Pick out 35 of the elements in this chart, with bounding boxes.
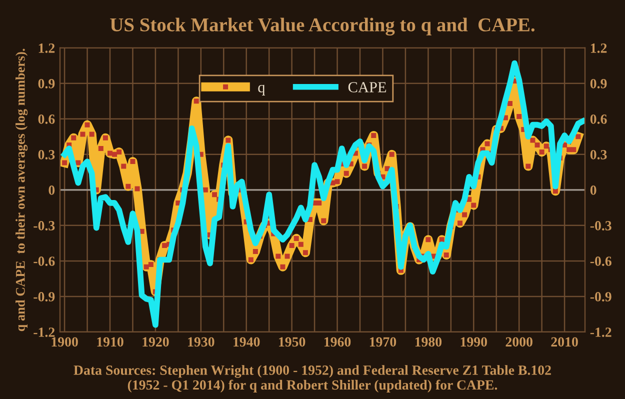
y2-tick-label: -1.2 [590,328,612,337]
y-tick-label: -1.2 [34,328,55,337]
x-tick-label: 1910 [97,337,124,347]
y2-tick-label: -0.3 [590,221,612,230]
x-tick-label: 1920 [142,337,169,347]
x-tick-label: 1930 [188,337,214,347]
y-tick-label: 0.6 [38,114,55,124]
text: Data Sources: Stephen Wright (1900 - 1952) and Federal Reserve Z1 Table B.102 (1952 - Q1 2014) for q and Robert Shiller (updated) for CAPE. [74,365,551,392]
x-tick-label: 1980 [415,337,442,347]
x-tick-label: 1900 [52,337,78,347]
y2-tick-label: -0.6 [590,256,612,266]
y2-tick-label: 0.6 [590,114,607,124]
y2-tick-label: 0.9 [590,78,607,88]
x-tick-label: 1990 [460,337,487,347]
x-tick-label: 2000 [506,337,532,347]
x-tick-label: 2010 [551,337,578,347]
y2-tick-label: 1.2 [590,44,607,53]
x-tick-label: 1940 [234,337,260,347]
y-tick-label: -0.3 [34,221,55,230]
y-tick-label: 0 [48,186,55,195]
y2-tick-label: -0.9 [590,292,612,302]
y2-tick-label: 0 [590,186,596,195]
y-tick-label: -0.9 [34,292,55,302]
y-tick-label: 1.2 [38,44,55,53]
x-tick-label: 1960 [324,337,351,347]
y2-tick-label: 0.3 [590,150,607,160]
legend-label: CAPE [348,82,386,92]
x-tick-label: 1970 [370,337,396,347]
x-tick-label: 1950 [279,337,306,347]
legend-label: q [258,84,265,96]
y-tick-label: -0.6 [34,256,55,266]
chart-title: US Stock Market Value According to q and CAPE. [110,18,534,36]
y-tick-label: 0.3 [38,150,55,160]
y-axis-title: q and CAPE to their own averages (log numbers). [16,48,28,332]
y-tick-label: 0.9 [38,78,55,88]
